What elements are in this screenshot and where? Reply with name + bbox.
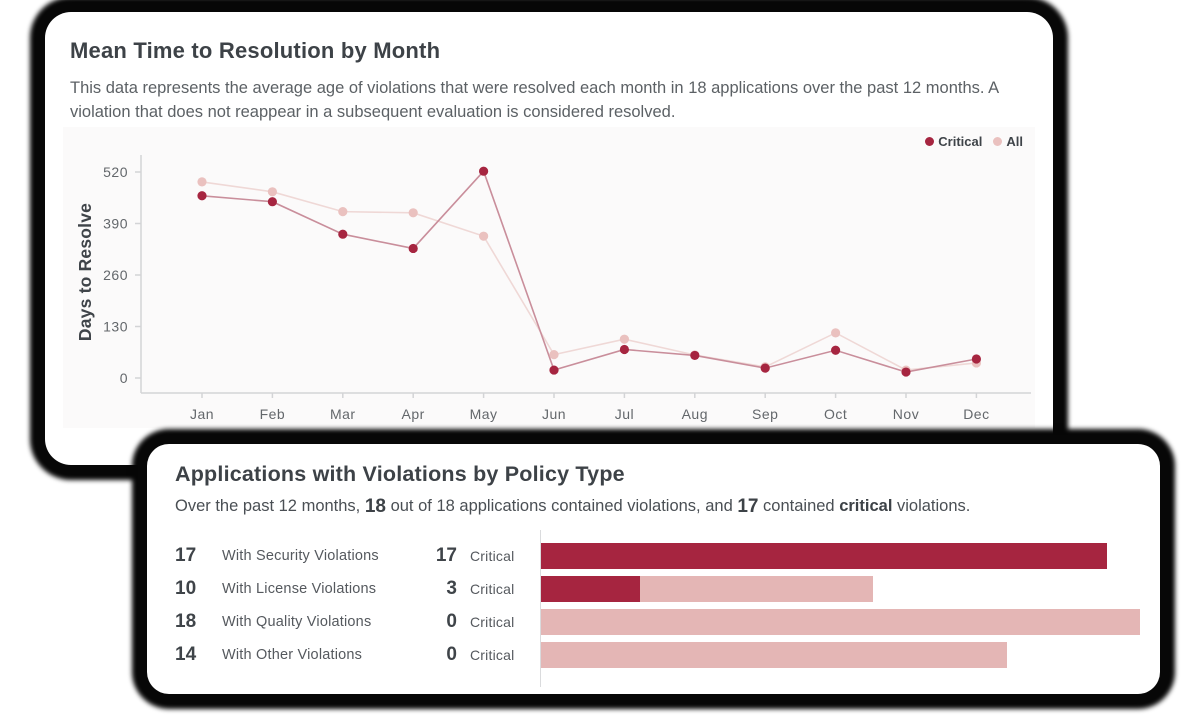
all-line xyxy=(201,181,977,371)
y-tick-label: 130 xyxy=(103,319,128,335)
x-tick-label: May xyxy=(470,406,498,422)
critical-count: 0 xyxy=(446,643,457,665)
violation-row: 17 With Security Violations 17 Critical xyxy=(147,539,1160,572)
critical-series-dot-icon xyxy=(925,137,935,146)
violations-description: Over the past 12 months, 18 out of 18 ap… xyxy=(175,495,1132,520)
all-point-Jun xyxy=(549,350,559,360)
all-point-Oct xyxy=(831,328,841,338)
x-tick-label: Sep xyxy=(752,406,778,422)
critical-point-Nov xyxy=(901,367,911,377)
policy-label: With License Violations xyxy=(222,580,377,597)
legend-item-all[interactable]: All xyxy=(993,134,1023,149)
violation-bar xyxy=(540,641,1140,668)
violation-row: 18 With Quality Violations 0 Critical xyxy=(147,605,1160,638)
violation-bar xyxy=(540,575,1140,602)
legend-label-critical: Critical xyxy=(938,134,983,149)
violations-bar-chart: 17 With Security Violations 17 Critical 10 Wi… xyxy=(147,530,1160,687)
x-tick-label: Jan xyxy=(190,406,214,422)
x-tick-label: Jul xyxy=(615,406,634,422)
desc-text: violations. xyxy=(892,496,971,515)
critical-label: Critical xyxy=(470,646,515,663)
all-point-May xyxy=(479,231,489,241)
all-point-Mar xyxy=(338,207,348,217)
x-tick-label: Feb xyxy=(260,406,286,422)
critical-point-Jan xyxy=(197,191,207,201)
critical-count: 17 xyxy=(435,544,457,566)
app-count: 18 xyxy=(175,610,197,632)
y-tick-label: 0 xyxy=(120,370,128,386)
violations-title: Applications with Violations by Policy T… xyxy=(175,462,625,486)
desc-text: Over the past 12 months, xyxy=(175,496,365,515)
violations-card: Applications with Violations by Policy T… xyxy=(147,444,1160,694)
critical-point-Aug xyxy=(690,350,700,361)
critical-point-Jun xyxy=(549,365,559,375)
critical-point-Feb xyxy=(267,197,277,207)
desc-text: contained xyxy=(758,496,840,515)
policy-label: With Security Violations xyxy=(222,547,379,564)
critical-point-Oct xyxy=(831,345,841,355)
chart-legend: Critical All xyxy=(925,134,1023,149)
mttr-description: This data represents the average age of … xyxy=(70,79,999,121)
violation-bar xyxy=(540,608,1140,635)
x-tick-label: Dec xyxy=(963,406,989,422)
violation-row: 10 With License Violations 3 Critical xyxy=(147,572,1160,605)
critical-word: critical xyxy=(839,496,893,515)
all-series-dot-icon xyxy=(993,137,1003,146)
critical-bar-segment xyxy=(540,575,640,602)
all-bar-segment xyxy=(640,575,874,602)
desc-text: out of 18 applications contained violati… xyxy=(386,496,738,515)
y-tick-label: 260 xyxy=(103,267,128,283)
policy-label: With Other Violations xyxy=(222,646,363,663)
critical-point-Mar xyxy=(338,229,348,239)
total-apps-count: 18 xyxy=(364,495,386,517)
critical-point-Jul xyxy=(619,344,630,355)
legend-label-all: All xyxy=(1006,134,1023,149)
violation-row: 14 With Other Violations 0 Critical xyxy=(147,638,1160,671)
legend-item-critical[interactable]: Critical xyxy=(925,134,982,149)
x-tick-label: Oct xyxy=(824,406,847,422)
y-tick-label: 390 xyxy=(103,216,128,232)
critical-point-Dec xyxy=(971,354,982,364)
critical-label: Critical xyxy=(470,613,515,630)
app-count: 10 xyxy=(175,577,197,599)
all-bar-segment xyxy=(540,641,1007,668)
violation-bar xyxy=(540,542,1140,569)
all-point-Jan xyxy=(197,177,207,187)
policy-label: With Quality Violations xyxy=(222,613,372,630)
all-point-Feb xyxy=(267,187,277,197)
critical-count: 3 xyxy=(446,577,457,599)
mttr-title: Mean Time to Resolution by Month xyxy=(70,38,441,63)
x-tick-label: Jun xyxy=(542,406,566,422)
critical-count: 0 xyxy=(446,610,457,632)
critical-bar-segment xyxy=(540,542,1107,569)
x-tick-label: Mar xyxy=(330,406,356,422)
all-point-Apr xyxy=(408,208,418,218)
x-tick-label: Nov xyxy=(893,406,919,422)
critical-line xyxy=(201,169,977,373)
app-count: 17 xyxy=(175,544,197,566)
critical-apps-count: 17 xyxy=(737,495,759,517)
critical-label: Critical xyxy=(470,547,515,564)
all-bar-segment xyxy=(540,608,1140,635)
mttr-chart-panel: Critical All Days to Resolve 0 130 260 390 5… xyxy=(63,127,1035,428)
x-tick-label: Apr xyxy=(402,406,425,422)
mttr-line-chart: 0 130 260 390 520 Jan Feb Mar Apr May Jun Jul Aug Sep… xyxy=(103,155,1031,422)
app-count: 14 xyxy=(175,643,197,665)
x-tick-label: Aug xyxy=(682,406,708,422)
all-point-Jul xyxy=(619,334,630,344)
y-tick-label: 520 xyxy=(103,164,128,180)
critical-point-Sep xyxy=(760,363,770,373)
critical-point-Apr xyxy=(408,243,418,254)
critical-point-May xyxy=(479,166,489,176)
mttr-card: Mean Time to Resolution by Month This da… xyxy=(45,12,1053,465)
bar-axis-line xyxy=(540,530,541,687)
critical-label: Critical xyxy=(470,580,515,597)
